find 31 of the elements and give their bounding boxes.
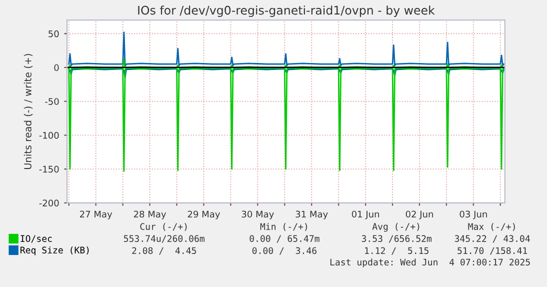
legend-label: IO/sec [20, 235, 52, 243]
text: 1.12 / 5.15 [365, 247, 428, 255]
text: 0.00 / 3.46 [252, 247, 316, 255]
y-tick-label: -100 [39, 132, 59, 139]
chart-title: IOs for /dev/vg0-regis-ganeti-raid1/ovpn - by week [138, 6, 435, 17]
x-tick-label: 02 Jun [406, 210, 433, 220]
text: Last update: Wed Jun 4 07:00:17 2025 [330, 258, 530, 268]
text: Cur (-/+) [140, 222, 187, 232]
y-tick-label: -200 [39, 200, 59, 206]
text: 2.08 / 4.45 [132, 247, 196, 255]
text: Max (-/+) [468, 222, 515, 232]
legend-label: Req Size (KB) [20, 246, 89, 256]
text: Avg (-/+) [372, 222, 420, 232]
x-tick-label: 27 May [80, 210, 112, 220]
text: 345.22 / 43.04 [454, 235, 530, 243]
y-axis-title: Units read (-) / write (+) [24, 54, 33, 170]
x-tick-label: 30 May [242, 210, 274, 220]
y-tick-label: -150 [39, 166, 59, 173]
x-tick-label: 01 Jun [352, 210, 380, 220]
y-tick-label: 50 [48, 30, 59, 38]
y-tick-label: -50 [45, 98, 59, 105]
text: Min (-/+) [260, 222, 308, 232]
y-tick-label: 0 [54, 64, 59, 72]
x-tick-label: 03 Jun [460, 210, 487, 220]
text: 3.53 /656.52m [362, 235, 432, 243]
text: 553.74u/260.06m [124, 235, 204, 243]
text: 0.00 / 65.47m [250, 235, 320, 243]
x-tick-label: 28 May [134, 210, 166, 220]
x-tick-label: 29 May [188, 210, 220, 220]
text: 51.70 /158.41 [458, 247, 528, 255]
x-tick-label: 31 May [296, 210, 328, 220]
